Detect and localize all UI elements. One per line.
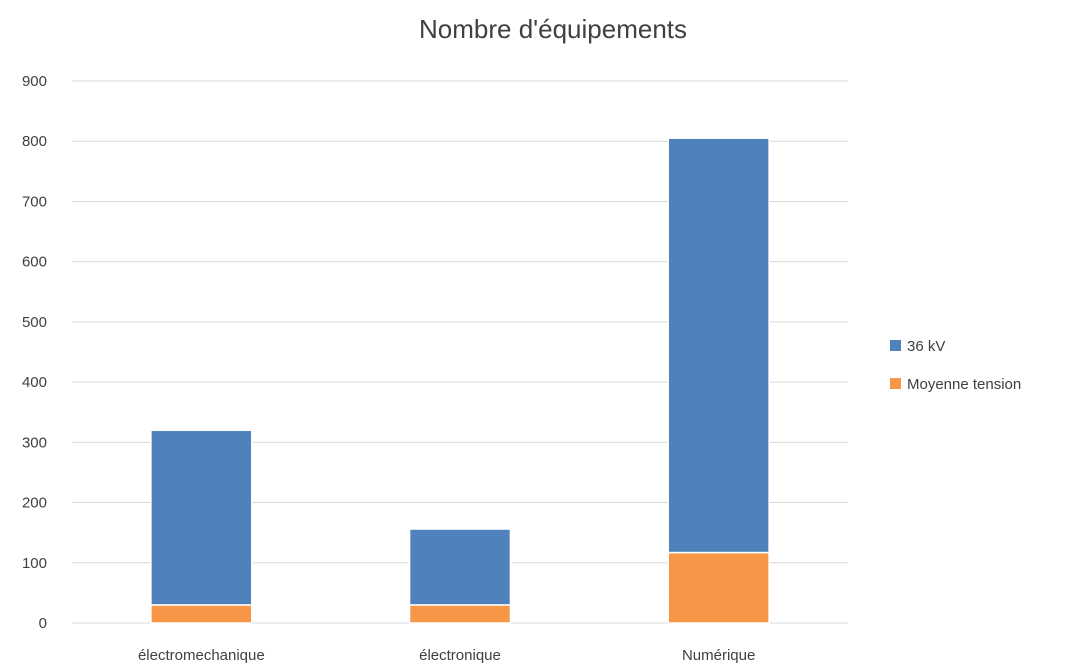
bar-moyenne-tension-0 bbox=[150, 604, 253, 624]
y-tick-label: 300 bbox=[22, 434, 47, 451]
y-axis-ticks: 0 100 200 300 400 500 600 700 800 900 bbox=[22, 73, 47, 632]
y-tick-label: 0 bbox=[39, 615, 47, 632]
legend-swatch bbox=[890, 340, 901, 351]
legend-label: Moyenne tension bbox=[907, 376, 1021, 393]
y-tick-label: 500 bbox=[22, 314, 47, 331]
legend-swatch bbox=[890, 378, 901, 389]
bar-36-kv-1 bbox=[408, 528, 512, 606]
y-tick-label: 400 bbox=[22, 374, 47, 391]
chart-title: Nombre d'équipements bbox=[419, 14, 687, 44]
x-tick-label: Numérique bbox=[682, 647, 755, 664]
legend-label: 36 kV bbox=[907, 338, 945, 355]
bars bbox=[150, 137, 770, 624]
bar-moyenne-tension-2 bbox=[667, 551, 770, 624]
y-tick-label: 200 bbox=[22, 495, 47, 512]
bar-36-kv-2 bbox=[667, 137, 770, 554]
x-axis-ticks: électromechanique électronique Numérique bbox=[138, 647, 755, 664]
y-tick-label: 600 bbox=[22, 254, 47, 271]
bar-moyenne-tension-1 bbox=[408, 604, 512, 624]
y-tick-label: 800 bbox=[22, 133, 47, 150]
y-tick-label: 900 bbox=[22, 73, 47, 90]
y-tick-label: 700 bbox=[22, 193, 47, 210]
x-tick-label: électromechanique bbox=[138, 647, 265, 664]
y-tick-label: 100 bbox=[22, 555, 47, 572]
bar-36-kv-0 bbox=[150, 429, 253, 606]
x-tick-label: électronique bbox=[419, 647, 501, 664]
legend: 36 kV Moyenne tension bbox=[890, 338, 1021, 393]
